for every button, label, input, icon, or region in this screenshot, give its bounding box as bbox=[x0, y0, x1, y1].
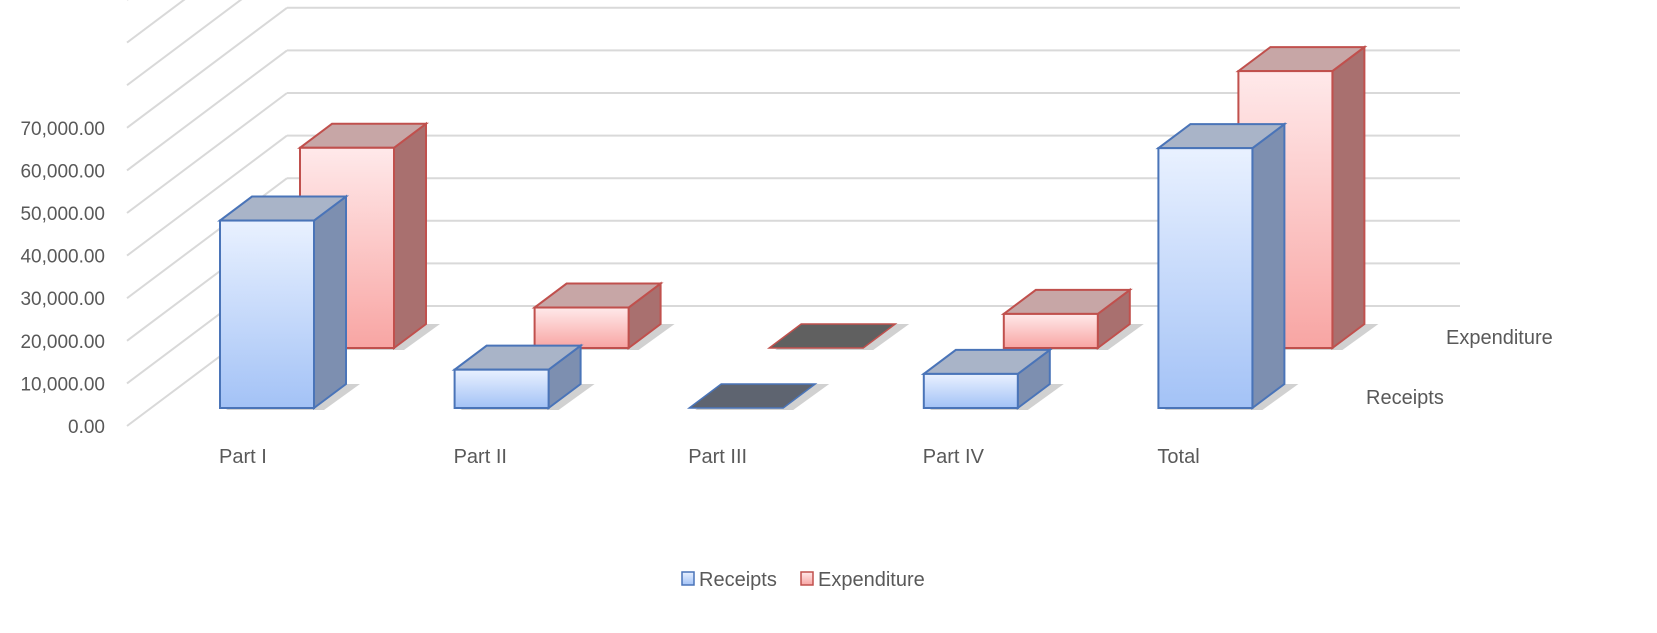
y-tick-label: 0.00 bbox=[68, 417, 105, 438]
bar-receipts-part-iii bbox=[686, 383, 830, 410]
y-tick-label: 20,000.00 bbox=[20, 332, 105, 353]
bar-top-face bbox=[686, 383, 818, 409]
x-category-label: Part III bbox=[688, 446, 747, 468]
depth-axis-label-expenditure: Expenditure bbox=[1446, 327, 1553, 349]
y-tick-label: 50,000.00 bbox=[20, 204, 105, 225]
bar-front-face bbox=[533, 306, 630, 349]
legend-item-receipts: Receipts bbox=[681, 569, 777, 591]
bar-receipts-total bbox=[1155, 122, 1299, 410]
y-tick-label: 60,000.00 bbox=[20, 161, 105, 182]
bar-side-face bbox=[393, 121, 427, 350]
bar-front-face bbox=[453, 368, 550, 410]
bar-receipts-part-iv bbox=[920, 347, 1064, 410]
bar-side-face bbox=[1251, 122, 1286, 410]
bar-front-face bbox=[219, 219, 315, 409]
gridline-side bbox=[126, 7, 288, 129]
gridline-side bbox=[126, 0, 186, 44]
x-axis-categories: Part I Part II Part III Part IV Total bbox=[219, 446, 1200, 468]
x-category-label: Total bbox=[1157, 446, 1199, 468]
bar-receipts-part-i bbox=[217, 194, 360, 410]
gridline-side bbox=[126, 134, 288, 257]
bar-side-face bbox=[1331, 45, 1366, 350]
legend-label: Expenditure bbox=[818, 569, 925, 591]
legend-item-expenditure: Expenditure bbox=[800, 569, 925, 591]
y-tick-label: 10,000.00 bbox=[20, 374, 105, 395]
gridline-side bbox=[126, 49, 288, 172]
bar-front-face bbox=[922, 372, 1019, 410]
depth-axis-label-receipts: Receipts bbox=[1366, 387, 1444, 409]
legend-label: Receipts bbox=[699, 569, 777, 591]
gridline-side bbox=[126, 92, 288, 214]
legend: Receipts Expenditure bbox=[681, 569, 925, 591]
depth-axis-labels: Receipts Expenditure bbox=[1366, 327, 1553, 409]
bar-expenditure-part-iii bbox=[766, 323, 910, 350]
bar-expenditure-part-iv bbox=[1000, 287, 1144, 350]
bar-side-face bbox=[313, 194, 347, 410]
x-category-label: Part I bbox=[219, 446, 267, 468]
bars bbox=[217, 45, 1379, 410]
y-tick-label: 30,000.00 bbox=[20, 289, 105, 310]
bar-expenditure-part-ii bbox=[531, 281, 675, 350]
legend-swatch bbox=[800, 571, 814, 586]
y-tick-label: 70,000.00 bbox=[20, 119, 105, 140]
gridline-side bbox=[126, 0, 243, 86]
y-axis-ticks: 0.00 10,000.00 20,000.00 30,000.00 40,000.00… bbox=[20, 119, 105, 438]
x-category-label: Part II bbox=[454, 446, 507, 468]
x-category-label: Part IV bbox=[923, 446, 985, 468]
bar-receipts-part-ii bbox=[451, 343, 595, 410]
bar-top-face bbox=[766, 323, 898, 349]
y-tick-label: 40,000.00 bbox=[20, 247, 105, 268]
legend-swatch bbox=[681, 571, 695, 586]
bar-front-face bbox=[1157, 147, 1254, 409]
bar-front-face bbox=[1002, 312, 1099, 350]
